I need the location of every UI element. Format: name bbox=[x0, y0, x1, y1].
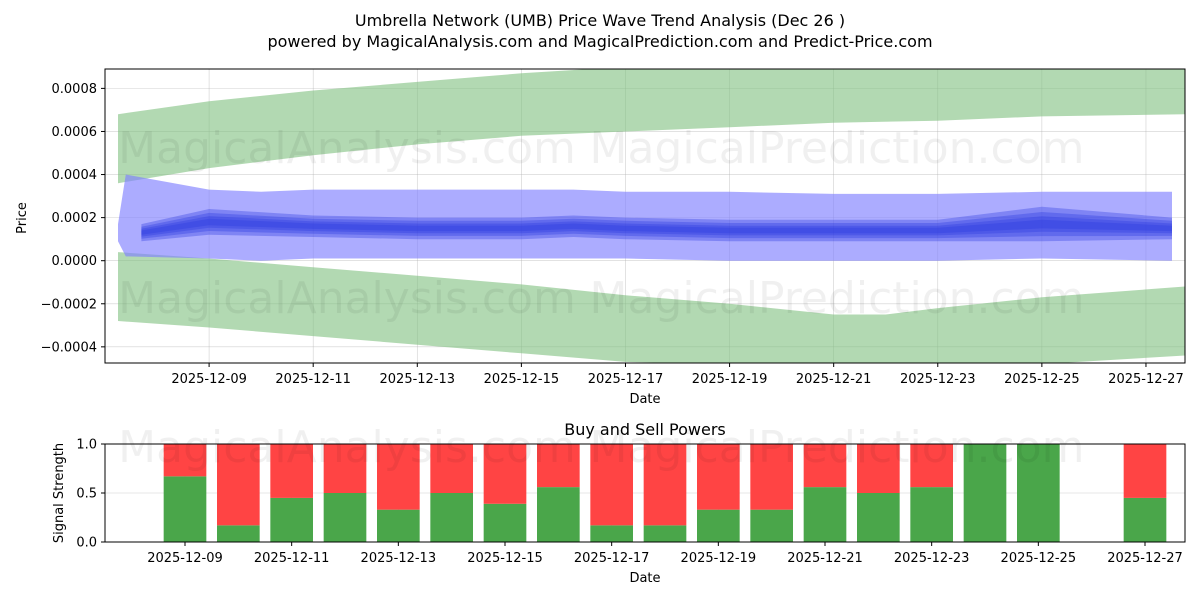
signal-xtick-label-2025-12-09: 2025-12-09 bbox=[147, 551, 223, 566]
signal-ytick-label-2: 1.0 bbox=[76, 438, 97, 453]
sell-bar-1 bbox=[217, 444, 260, 526]
watermark-analysis-top: MagicalAnalysis.com bbox=[118, 123, 576, 174]
price-xtick-label-2025-12-09: 2025-12-09 bbox=[171, 372, 247, 387]
signal-xtick-label-2025-12-15: 2025-12-15 bbox=[467, 551, 543, 566]
signal-bars bbox=[163, 444, 1167, 542]
price-bands bbox=[118, 69, 1185, 363]
buy-bar-14 bbox=[910, 487, 953, 542]
sell-bar-4 bbox=[377, 444, 420, 510]
chart-title: Umbrella Network (UMB) Price Wave Trend … bbox=[355, 11, 845, 30]
center-wave-layer-2 bbox=[141, 216, 1172, 237]
buy-bar-13 bbox=[857, 493, 900, 542]
buy-bar-8 bbox=[590, 525, 633, 542]
buy-bar-3 bbox=[323, 493, 367, 542]
center-wave-layer-0 bbox=[141, 206, 1172, 242]
watermark-prediction-mid: MagicalPrediction.com bbox=[590, 273, 1085, 324]
sell-bar-12 bbox=[803, 444, 847, 488]
sell-bar-6 bbox=[483, 444, 527, 504]
signal-ytick-label-0: 0.0 bbox=[76, 536, 97, 551]
buy-bar-0 bbox=[163, 476, 207, 542]
sell-bar-11 bbox=[750, 444, 793, 510]
price-ytick-label-6: 0.0008 bbox=[52, 82, 98, 97]
buy-bar-15 bbox=[963, 444, 1007, 542]
signal-xtick-label-2025-12-17: 2025-12-17 bbox=[574, 551, 650, 566]
price-ylabel: Price bbox=[15, 202, 30, 234]
sell-bar-2 bbox=[270, 444, 313, 498]
price-ytick-label-0: −0.0004 bbox=[41, 340, 97, 355]
blue-wave-band bbox=[118, 174, 1172, 261]
buy-bar-4 bbox=[377, 509, 420, 542]
signal-xtick-label-2025-12-13: 2025-12-13 bbox=[361, 551, 437, 566]
buy-bar-7 bbox=[537, 487, 580, 542]
price-plot-frame bbox=[104, 68, 1186, 364]
price-ytick-label-2: 0.0000 bbox=[52, 254, 98, 269]
sell-bar-13 bbox=[857, 444, 900, 493]
signal-title: Buy and Sell Powers bbox=[564, 420, 726, 439]
sell-bar-9 bbox=[643, 444, 687, 526]
buy-bar-1 bbox=[217, 525, 260, 542]
sell-bar-0 bbox=[163, 444, 207, 477]
price-xtick-label-2025-12-21: 2025-12-21 bbox=[796, 372, 872, 387]
price-xtick-label-2025-12-25: 2025-12-25 bbox=[1004, 372, 1080, 387]
price-xtick-label-2025-12-19: 2025-12-19 bbox=[692, 372, 768, 387]
signal-xtick-label-2025-12-27: 2025-12-27 bbox=[1107, 551, 1183, 566]
watermark-analysis-bottom: MagicalAnalysis.com bbox=[118, 422, 576, 473]
price-xtick-label-2025-12-15: 2025-12-15 bbox=[484, 372, 560, 387]
price-xtick-label-2025-12-11: 2025-12-11 bbox=[275, 372, 351, 387]
price-xtick-label-2025-12-27: 2025-12-27 bbox=[1108, 372, 1184, 387]
price-panel: MagicalAnalysis.com MagicalPrediction.co… bbox=[15, 68, 1186, 407]
buy-bar-12 bbox=[803, 487, 847, 542]
chart-subtitle: powered by MagicalAnalysis.com and Magic… bbox=[267, 32, 932, 51]
sell-bar-8 bbox=[590, 444, 633, 526]
buy-bar-16 bbox=[1017, 444, 1060, 542]
price-ytick-label-3: 0.0002 bbox=[52, 211, 98, 226]
watermark-prediction-top: MagicalPrediction.com bbox=[590, 123, 1085, 174]
signal-xtick-label-2025-12-21: 2025-12-21 bbox=[787, 551, 863, 566]
price-xlabel: Date bbox=[629, 392, 660, 407]
sell-bar-3 bbox=[323, 444, 367, 493]
price-bands-clipped bbox=[118, 69, 1185, 363]
price-axes: 2025-12-09 2025-12-11 2025-12-13 2025-12-15… bbox=[41, 82, 1184, 387]
buy-bar-5 bbox=[430, 493, 473, 542]
price-xtick-label-2025-12-23: 2025-12-23 bbox=[900, 372, 976, 387]
watermark-prediction-bottom: MagicalPrediction.com bbox=[590, 422, 1085, 473]
price-ytick-label-1: −0.0002 bbox=[41, 297, 97, 312]
price-ytick-label-5: 0.0006 bbox=[52, 125, 98, 140]
sell-bar-5 bbox=[430, 444, 473, 493]
price-ytick-label-4: 0.0004 bbox=[52, 168, 98, 183]
signal-xtick-label-2025-12-25: 2025-12-25 bbox=[1001, 551, 1077, 566]
signal-xtick-label-2025-12-23: 2025-12-23 bbox=[894, 551, 970, 566]
price-xtick-label-2025-12-13: 2025-12-13 bbox=[380, 372, 456, 387]
buy-bar-6 bbox=[483, 503, 527, 542]
sell-bar-10 bbox=[697, 444, 740, 510]
buy-bar-2 bbox=[270, 497, 313, 542]
center-wave-layer-3 bbox=[141, 218, 1172, 235]
lower-green-band bbox=[118, 252, 1185, 363]
buy-bar-11 bbox=[750, 509, 793, 542]
buy-bar-17 bbox=[1123, 497, 1167, 542]
buy-bar-10 bbox=[697, 509, 740, 542]
signal-ylabel: Signal Strength bbox=[52, 443, 67, 543]
watermark-analysis-mid: MagicalAnalysis.com bbox=[118, 273, 576, 324]
center-wave-layer-1 bbox=[141, 212, 1172, 239]
signal-ytick-label-1: 0.5 bbox=[76, 487, 97, 502]
price-xtick-label-2025-12-17: 2025-12-17 bbox=[588, 372, 664, 387]
signal-axes: 2025-12-09 2025-12-11 2025-12-13 2025-12-15… bbox=[76, 438, 1182, 567]
signal-panel: Buy and Sell Powers MagicalAnalysis.com … bbox=[52, 420, 1186, 586]
signal-xtick-label-2025-12-11: 2025-12-11 bbox=[254, 551, 330, 566]
signal-xlabel: Date bbox=[629, 571, 660, 586]
sell-bar-7 bbox=[537, 444, 580, 488]
sell-bar-14 bbox=[910, 444, 953, 488]
buy-bar-9 bbox=[643, 525, 687, 542]
sell-bar-17 bbox=[1123, 444, 1167, 498]
upper-green-band bbox=[118, 69, 1185, 184]
signal-xtick-label-2025-12-19: 2025-12-19 bbox=[681, 551, 757, 566]
